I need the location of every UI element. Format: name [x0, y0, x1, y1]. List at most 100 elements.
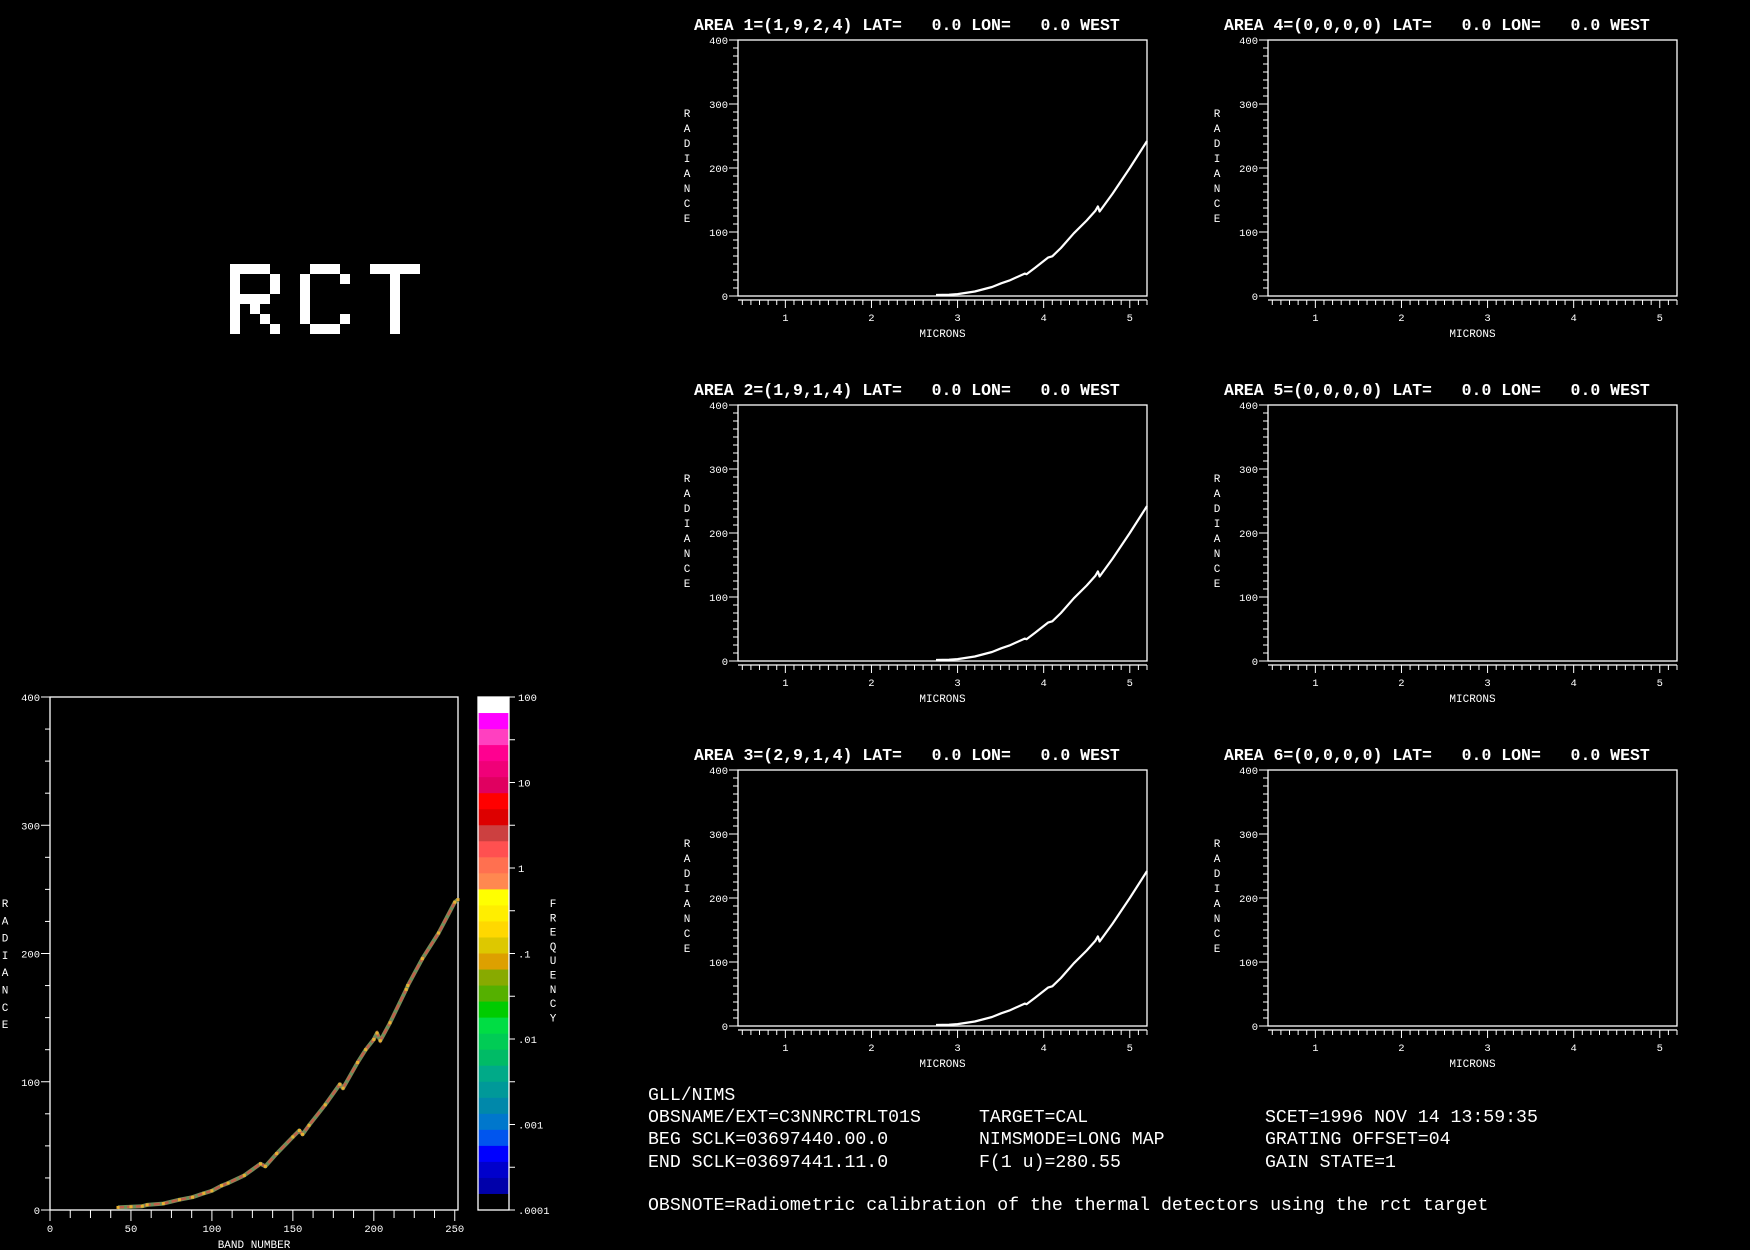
axis-label-letter: E: [684, 944, 691, 956]
end-sclk-label: END SCLK=03697441.11.0: [648, 1153, 888, 1173]
logo-pixel: [330, 264, 340, 274]
colorbar-tick-label: 100: [518, 693, 537, 705]
colorbar-tick-label: .001: [518, 1121, 543, 1133]
x-tick-label: 3: [1484, 678, 1490, 690]
axis-label-letter: A: [684, 124, 691, 136]
x-tick-label: 50: [125, 1224, 138, 1236]
y-tick-label: 0: [1252, 292, 1258, 304]
logo-pixel: [250, 304, 260, 314]
y-tick-label: 400: [21, 693, 40, 705]
logo-letter: [370, 264, 420, 334]
axis-label-letter: N: [684, 914, 691, 926]
axis-label-letter: D: [1214, 139, 1221, 151]
data-series-line: [935, 870, 1148, 1027]
y-tick-label: 300: [1239, 465, 1258, 477]
axis-label-letter: A: [1214, 169, 1221, 181]
logo-pixel: [270, 284, 280, 294]
x-axis-label: MICRONS: [1449, 329, 1496, 341]
axis-label-letter: D: [684, 869, 691, 881]
logo-pixel: [240, 294, 250, 304]
data-point: [388, 1021, 392, 1025]
colorbar-swatch: [478, 1097, 509, 1115]
band-radiance-chart: 0 100 200 300 400 0 50 100 150 200 250 BAND NUMBER R…: [2, 693, 557, 1250]
chart-title: AREA 6=(0,0,0,0) LAT= 0.0 LON= 0.0 WEST: [1224, 746, 1650, 765]
axis-label-letter: E: [2, 1020, 9, 1032]
axis-label-letter: F: [550, 899, 557, 911]
axis-label-letter: R: [684, 839, 691, 851]
logo-pixel: [230, 264, 240, 274]
data-series-line-overlay: [117, 898, 459, 1209]
data-point: [297, 1128, 301, 1132]
axis-label-letter: N: [684, 184, 691, 196]
logo-pixel: [390, 304, 400, 314]
logo-pixel: [300, 314, 310, 324]
x-tick-label: 3: [1484, 313, 1490, 325]
colorbar-swatch: [478, 937, 509, 954]
axis-label-letter: E: [1214, 944, 1221, 956]
x-tick-label: 3: [954, 1043, 960, 1055]
x-tick-label: 1: [782, 678, 788, 690]
x-tick-label: 100: [202, 1224, 221, 1236]
y-tick-label: 400: [709, 36, 728, 48]
colorbar-swatch: [478, 1065, 509, 1083]
x-tick-label: 4: [1041, 313, 1047, 325]
axis-label-letter: R: [1214, 109, 1221, 121]
axis-label-letter: N: [684, 549, 691, 561]
data-point: [372, 1037, 376, 1041]
logo-pixel: [230, 324, 240, 334]
y-tick-label: 400: [1239, 401, 1258, 413]
data-point: [406, 984, 410, 988]
x-axis-label: BAND NUMBER: [218, 1240, 291, 1250]
axis-label-letter: C: [550, 999, 557, 1011]
y-tick-label: 100: [1239, 958, 1258, 970]
axis-label-letter: R: [2, 899, 9, 911]
data-point: [145, 1203, 149, 1207]
x-tick-label: 150: [283, 1224, 302, 1236]
colorbar-swatch: [478, 921, 509, 938]
logo-pixel: [270, 274, 280, 284]
x-tick-label: 2: [868, 1043, 874, 1055]
colorbar-swatch: [478, 889, 509, 906]
colorbar-swatch: [478, 985, 509, 1003]
y-tick-label: 0: [722, 292, 728, 304]
data-point: [356, 1061, 360, 1065]
axis-label-letter: C: [684, 199, 691, 211]
y-tick-label: 200: [21, 950, 40, 962]
colorbar-swatch: [478, 1193, 509, 1211]
instrument-label: GLL/NIMS: [648, 1086, 735, 1106]
y-tick-label: 300: [21, 821, 40, 833]
logo-pixel: [250, 294, 260, 304]
axis-label-letter: R: [550, 913, 557, 925]
data-point: [220, 1184, 224, 1188]
x-tick-label: 4: [1041, 1043, 1047, 1055]
logo-pixel: [320, 264, 330, 274]
logo-pixel: [310, 324, 320, 334]
axis-label-letter: R: [1214, 474, 1221, 486]
x-axis-label: MICRONS: [1449, 694, 1496, 706]
logo-pixel: [310, 264, 320, 274]
data-point: [202, 1191, 206, 1195]
axis-label-letter: C: [1214, 929, 1221, 941]
axis-label-letter: N: [550, 985, 557, 997]
data-point: [420, 957, 424, 961]
x-tick-label: 4: [1571, 1043, 1577, 1055]
axis-label-letter: A: [684, 854, 691, 866]
colorbar-swatch: [478, 953, 509, 971]
data-point: [338, 1082, 342, 1086]
x-tick-label: 250: [445, 1224, 464, 1236]
y-tick-label: 400: [1239, 36, 1258, 48]
axis-label-letter: D: [1214, 504, 1221, 516]
y-tick-label: 200: [709, 164, 728, 176]
data-series-line: [935, 505, 1148, 662]
x-tick-label: 5: [1657, 678, 1663, 690]
colorbar-swatch: [478, 809, 509, 826]
f1u-label: F(1 u)=280.55: [979, 1153, 1121, 1173]
colorbar-swatch: [478, 825, 509, 842]
x-axis-label: MICRONS: [1449, 1059, 1496, 1071]
obsname-label: OBSNAME/EXT=C3NNRCTRLT01S: [648, 1108, 921, 1128]
logo-letter: [300, 264, 350, 334]
data-point: [190, 1195, 194, 1199]
